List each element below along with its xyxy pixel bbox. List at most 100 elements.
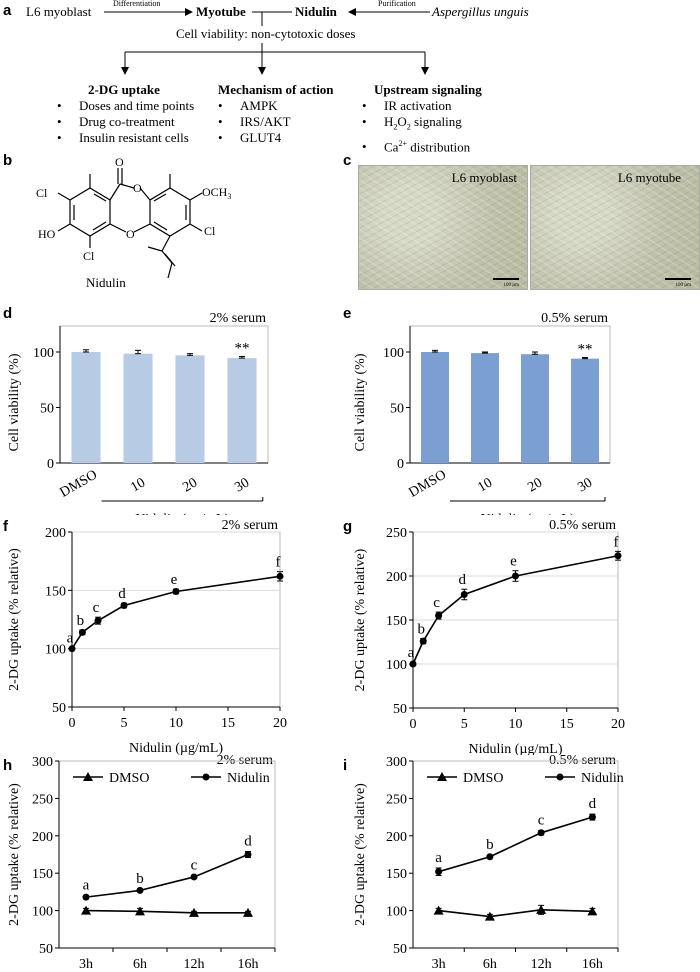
panel-label-c: c [343, 152, 351, 169]
significance-letter: e [510, 554, 517, 570]
significance-letter: a [408, 645, 415, 661]
y-tick-label: 50 [39, 942, 53, 957]
chart-f-dose-2pct: 2% serum 50 100 150 200 0 5 10 15 20 abc d e f Nidulin… [0, 515, 340, 755]
x-tick-label: 20 [611, 717, 625, 732]
scheme-col3-list: IR activation H2O2 signaling Ca2+ distri… [362, 98, 470, 155]
series-line [439, 817, 593, 872]
y-tick-label: 200 [386, 830, 407, 845]
data-point [461, 591, 468, 598]
chart-title: 0.5% serum [549, 518, 616, 533]
y-tick-label: 200 [32, 830, 53, 845]
y-axis-label: 2-DG uptake (% relative) [353, 783, 368, 926]
x-tick-label: 10 [475, 475, 495, 495]
x-tick-label: 10 [509, 717, 523, 732]
micrograph-myotube-label: L6 myotube [618, 170, 681, 186]
y-tick-label: 100 [383, 346, 404, 361]
data-point [137, 887, 144, 894]
x-tick-label: 20 [273, 716, 287, 731]
data-point [435, 612, 442, 619]
data-point [434, 906, 444, 915]
x-tick-label: DMSO [406, 467, 449, 500]
significance-letter: d [118, 586, 126, 602]
y-axis-label: Cell viability (%) [353, 353, 368, 451]
structure-ho: HO [38, 227, 56, 241]
x-tick-label: 3h [79, 957, 93, 972]
legend-marker [557, 774, 564, 781]
x-tick-label: 5 [121, 716, 128, 731]
bar [175, 355, 204, 463]
scheme-col2-item: IRS/AKT [218, 114, 291, 130]
legend-label: DMSO [463, 771, 503, 786]
scheme-col2-item: AMPK [218, 98, 291, 114]
significance-letter: b [418, 621, 426, 637]
y-tick-label: 100 [45, 643, 66, 658]
y-tick-label: 200 [45, 526, 66, 541]
micrograph-myoblast: L6 myoblast 100 µm [358, 165, 528, 290]
bar [71, 352, 100, 463]
scheme-col3-title: Upstream signaling [374, 82, 482, 98]
data-point [121, 602, 128, 609]
data-point [95, 617, 102, 624]
x-tick-label: 5 [461, 717, 468, 732]
significance-letter: b [486, 837, 494, 853]
significance-letter: c [538, 813, 545, 829]
bar [471, 353, 499, 463]
structure-cl-2: Cl [83, 249, 95, 263]
x-tick-label: 6h [133, 957, 147, 972]
structure-cl-1: Cl [36, 186, 48, 200]
x-tick-label: 6h [483, 957, 497, 972]
series-line [86, 911, 248, 913]
data-point [79, 629, 86, 636]
structure-bonds [58, 168, 202, 278]
y-tick-label: 50 [393, 702, 407, 717]
scalebar-label: 100 µm [503, 283, 519, 288]
structure-ring-o1: O [133, 181, 142, 195]
significance-letter: b [77, 613, 85, 629]
y-tick-label: 50 [40, 402, 54, 417]
plot-frame [59, 761, 275, 948]
chart-title: 0.5% serum [541, 311, 608, 326]
structure-cl-3: Cl [204, 224, 216, 238]
significance-letter: e [171, 572, 178, 588]
significance-letter: f [614, 534, 619, 550]
chart-d-cell-viability-2pct: 2% serum050100DMSO1020**30Nidulin (µg/mL… [0, 300, 340, 515]
y-tick-label: 0 [47, 457, 54, 472]
data-point [486, 853, 493, 860]
y-tick-label: 50 [393, 942, 407, 957]
scalebar [493, 278, 519, 280]
significance-mark: ** [235, 340, 250, 356]
bar [521, 354, 549, 463]
x-tick-label: 10 [128, 475, 148, 495]
significance-letter: c [191, 857, 198, 873]
scheme-col1-list: Doses and time points Drug co-treatment … [57, 98, 194, 146]
significance-letter: a [67, 631, 74, 647]
significance-letter: c [433, 595, 440, 611]
y-tick-label: 150 [32, 867, 53, 882]
x-tick-label: 0 [69, 716, 76, 731]
series-line [86, 855, 248, 898]
significance-letter: f [276, 555, 281, 571]
y-tick-label: 300 [32, 755, 53, 770]
scheme-col3-item-calcium: Ca2+ distribution [362, 136, 470, 155]
y-tick-label: 100 [32, 905, 53, 920]
x-tick-label: 15 [221, 716, 235, 731]
data-point [615, 552, 622, 559]
y-axis-label: 2-DG uptake (% relative) [353, 548, 368, 691]
x-tick-label: 16h [582, 957, 603, 972]
chart-title: 2% serum [210, 311, 266, 326]
y-tick-label: 100 [386, 658, 407, 673]
bar [227, 358, 256, 463]
structure-name: Nidulin [86, 275, 126, 290]
x-tick-label: 12h [531, 957, 552, 972]
y-tick-label: 150 [386, 867, 407, 882]
scheme-col1-item: Doses and time points [57, 98, 194, 114]
scheme-col3-item-h2o2: H2O2 signaling [362, 114, 470, 136]
data-point [512, 573, 519, 580]
y-axis-label: 2-DG uptake (% relative) [7, 548, 22, 691]
significance-letter: d [244, 834, 252, 850]
x-tick-label: 20 [525, 475, 545, 495]
chart-g-dose-05pct: 0.5% serum501001502002500 5 10 15 20abcdefNi… [340, 515, 700, 755]
x-tick-label: 30 [232, 475, 252, 495]
